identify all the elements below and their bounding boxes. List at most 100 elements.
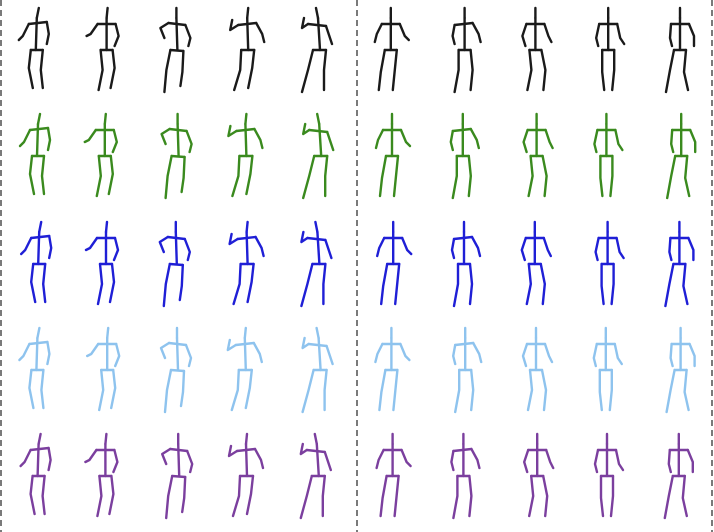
shoulder-segment — [306, 22, 328, 28]
right-arm-segment — [470, 235, 482, 258]
left-arm-segment — [521, 342, 529, 368]
right-arm-segment — [45, 20, 50, 46]
right-leg-segment — [324, 154, 329, 198]
left-arm-segment — [670, 128, 675, 154]
left-arm-segment — [375, 448, 385, 470]
left-leg-segment — [28, 154, 36, 196]
stick-figure-row1-left-frame3 — [159, 6, 192, 94]
right-leg-segment — [540, 48, 547, 92]
left-leg-segment — [164, 474, 174, 520]
right-arm-segment — [184, 343, 193, 368]
spine-segment — [318, 122, 323, 158]
left-arm-segment — [593, 448, 600, 474]
right-leg-segment — [609, 474, 615, 518]
stick-figure-row3-left-frame3 — [158, 220, 192, 308]
right-leg-segment — [42, 262, 47, 304]
left-leg-segment — [452, 474, 459, 520]
left-leg-segment — [377, 48, 386, 92]
shoulder-segment — [452, 235, 474, 241]
stick-figure-row2-right-frame3 — [522, 112, 554, 198]
stick-figure-row5-left-frame4 — [227, 432, 265, 518]
left-arm-segment — [667, 448, 672, 474]
right-leg-segment — [541, 154, 548, 198]
head-segment — [245, 6, 250, 20]
left-arm-segment — [84, 236, 99, 252]
stick-figure-row4-left-frame2 — [85, 326, 121, 412]
left-arm-segment — [449, 129, 454, 152]
right-arm-segment — [324, 238, 333, 260]
right-leg-segment — [321, 474, 326, 518]
head-segment — [35, 6, 40, 20]
head-segment — [313, 432, 318, 446]
stick-figure-row3-left-frame4 — [228, 220, 265, 306]
shoulder-segment — [452, 447, 473, 453]
stick-figure-row5-right-frame4 — [593, 432, 625, 518]
right-leg-segment — [542, 474, 549, 518]
shoulder-segment — [167, 341, 188, 347]
left-leg-segment — [163, 368, 173, 414]
right-arm-segment — [398, 22, 410, 42]
left-leg-segment — [601, 48, 606, 92]
right-leg-segment — [392, 368, 399, 412]
head-segment — [103, 112, 108, 126]
left-arm-segment — [523, 448, 530, 474]
spine-segment — [316, 230, 321, 266]
right-arm-segment — [46, 340, 51, 366]
left-leg-segment — [97, 48, 104, 92]
stick-figure-row1-left-frame4 — [228, 6, 266, 92]
right-leg-segment — [41, 474, 46, 516]
left-leg-segment — [300, 262, 314, 308]
right-arm-segment — [687, 236, 695, 262]
right-arm-segment — [326, 130, 335, 152]
left-arm-segment — [450, 449, 455, 472]
stick-figure-row3-right-frame3 — [520, 220, 552, 306]
shoulder-segment — [308, 128, 329, 134]
right-leg-segment — [107, 154, 115, 196]
left-leg-segment — [452, 262, 460, 308]
shoulder-segment — [236, 235, 257, 241]
head-segment — [104, 220, 109, 234]
right-leg-segment — [108, 474, 115, 516]
right-leg-segment — [40, 368, 45, 410]
stick-figure-row1-left-frame2 — [85, 6, 120, 92]
right-leg-segment — [109, 368, 117, 410]
stick-figure-row5-right-frame5 — [663, 432, 694, 520]
head-segment — [36, 112, 42, 126]
right-leg-segment — [180, 475, 187, 514]
right-arm-segment — [400, 448, 412, 468]
stick-figure-row3-right-frame5 — [664, 220, 695, 308]
stick-figure-row4-left-frame4 — [226, 326, 264, 412]
right-arm-segment — [614, 128, 624, 152]
right-leg-segment — [682, 262, 689, 306]
left-arm-segment — [374, 342, 384, 364]
left-arm-segment — [302, 122, 311, 136]
left-leg-segment — [30, 262, 37, 304]
head-segment — [314, 220, 319, 234]
left-leg-segment — [231, 474, 242, 518]
right-arm-segment — [47, 446, 52, 472]
left-arm-segment — [300, 16, 310, 30]
left-arm-segment — [450, 237, 456, 260]
head-segment — [104, 432, 108, 446]
left-arm-segment — [299, 442, 308, 456]
hip-segment — [170, 474, 187, 479]
left-arm-segment — [373, 22, 383, 44]
right-leg-segment — [323, 368, 328, 412]
right-arm-segment — [615, 236, 625, 260]
right-leg-segment — [683, 368, 690, 412]
right-leg-segment — [245, 474, 255, 516]
spine-segment — [315, 442, 320, 478]
stick-figure-row1-right-frame2 — [451, 6, 482, 94]
left-leg-segment — [528, 474, 535, 518]
right-leg-segment — [682, 48, 690, 92]
right-arm-segment — [543, 22, 553, 44]
right-leg-segment — [246, 262, 255, 304]
right-arm-segment — [399, 128, 412, 148]
left-leg-segment — [454, 368, 461, 414]
stick-figure-row2-left-frame5 — [302, 112, 335, 200]
stick-figure-row2-left-frame4 — [227, 112, 264, 198]
right-leg-segment — [40, 154, 46, 196]
right-arm-segment — [542, 236, 552, 258]
right-arm-segment — [613, 342, 623, 366]
